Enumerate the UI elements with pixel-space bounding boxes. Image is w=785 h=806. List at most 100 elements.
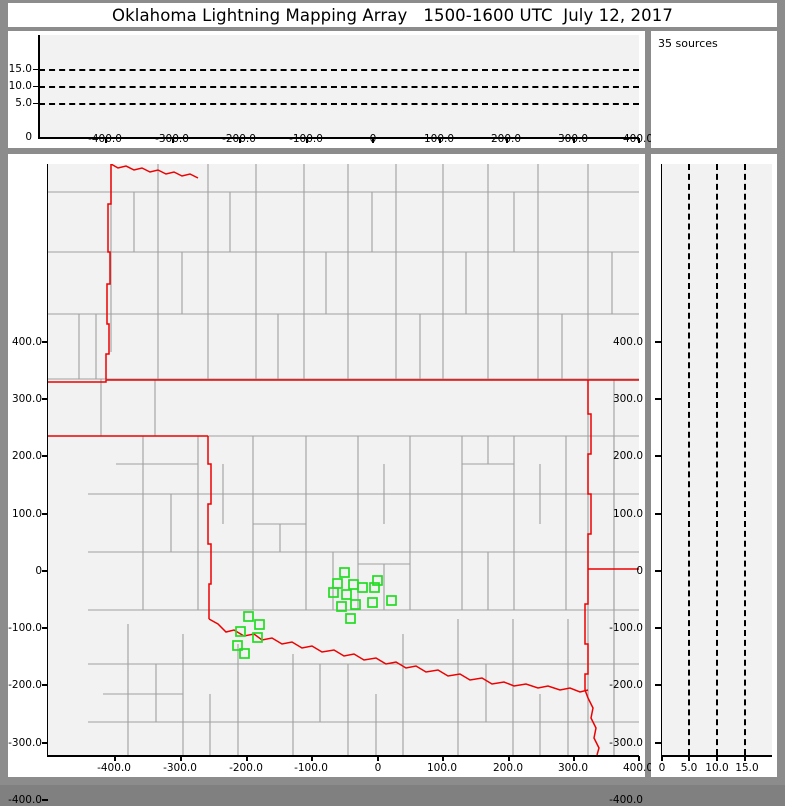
map-ytick-label--200: -200.0	[8, 679, 42, 691]
map-right-ytick-label-4: 0	[636, 565, 643, 577]
ns-xtick-5	[688, 756, 690, 761]
map-xtick-label-400: 400.0	[622, 762, 654, 774]
ns-x-axis	[661, 755, 772, 757]
xtick--200	[239, 138, 241, 143]
ytick-15	[33, 68, 39, 70]
map-ytick-200	[42, 455, 48, 457]
map-ytick-label-100: 100.0	[11, 508, 42, 520]
ytick-5	[33, 102, 39, 104]
ytick-label-0: 0	[25, 131, 32, 143]
altitude-vs-north-south-panel: 0 5.0 10.0 15.0	[651, 154, 777, 777]
xtick-label-0: 0	[369, 133, 377, 145]
source-marker	[232, 640, 243, 651]
plan-view-map-panel[interactable]: 400.0 300.0 200.0 100.0 0 -100.0 -200.0 …	[8, 154, 653, 806]
ytick-label-5: 5.0	[15, 97, 32, 109]
map-ytick-label-200: 200.0	[11, 450, 42, 462]
map-ytick-400	[42, 341, 48, 343]
source-marker	[243, 611, 254, 622]
ns-gridline-10	[716, 164, 718, 755]
map-ytick-label--400: -400.0	[8, 794, 42, 806]
map-x-axis	[47, 755, 639, 757]
map-plot-area[interactable]	[48, 164, 639, 755]
map-xtick-label--300: -300.0	[163, 762, 197, 774]
map-xtick--200	[246, 756, 248, 761]
xtick-label--400: -400.0	[88, 133, 122, 145]
map-xtick-label--200: -200.0	[229, 762, 263, 774]
altitude-vs-east-west-panel: 15.0 10.0 5.0 0	[8, 31, 645, 148]
ns-xtick-label-0: 0	[658, 762, 666, 774]
ns-xtick-15	[744, 756, 746, 761]
ytick-label-10: 10.0	[8, 80, 32, 92]
map-xtick-300	[573, 756, 575, 761]
ns-ytick--100	[655, 627, 661, 629]
source-marker	[328, 587, 339, 598]
ns-gridline-5	[688, 164, 690, 755]
ns-xtick-label-10: 10.0	[705, 762, 729, 774]
map-xtick--400	[114, 756, 116, 761]
xtick-label-300: 300.0	[557, 133, 589, 145]
map-ytick--400	[42, 799, 48, 801]
ns-xtick-label-5: 5.0	[680, 762, 698, 774]
xtick-label--100: -100.0	[289, 133, 323, 145]
xtick-label-400: 400.0	[622, 133, 654, 145]
lightning-source-markers	[232, 567, 397, 659]
ns-y-axis	[661, 164, 663, 756]
map-svg[interactable]	[48, 164, 639, 755]
ns-ytick--200	[655, 684, 661, 686]
source-marker	[341, 589, 352, 600]
map-ytick-label-300: 300.0	[11, 393, 42, 405]
ytick-label-15: 15.0	[8, 63, 32, 75]
map-xtick-label-200: 200.0	[492, 762, 524, 774]
source-marker	[350, 599, 361, 610]
sources-box: 35 sources	[651, 31, 777, 148]
map-right-ytick-label-6: -200.0	[609, 679, 643, 691]
map-right-ytick-label-0: 400.0	[612, 336, 643, 348]
source-marker	[372, 575, 383, 586]
map-xtick-100	[442, 756, 444, 761]
map-right-ytick-label-7: -300.0	[609, 737, 643, 749]
altitude-ew-x-axis	[38, 137, 639, 139]
source-marker	[369, 582, 380, 593]
map-right-ytick-label-3: 100.0	[612, 508, 643, 520]
source-marker	[386, 595, 397, 606]
xtick-label-200: 200.0	[490, 133, 522, 145]
xtick-400	[638, 138, 640, 143]
page-title: Oklahoma Lightning Mapping Array 1500-16…	[112, 5, 673, 25]
gridline-15	[39, 69, 639, 71]
map-xtick-label-100: 100.0	[426, 762, 458, 774]
source-marker	[367, 597, 378, 608]
map-xtick-label--400: -400.0	[97, 762, 131, 774]
source-marker	[332, 578, 343, 589]
map-xtick-200	[508, 756, 510, 761]
map-right-ytick-label-2: 200.0	[612, 450, 643, 462]
map-ytick-300	[42, 398, 48, 400]
map-xtick-400	[638, 756, 640, 761]
map-ytick-0	[42, 570, 48, 572]
ns-ytick--300	[655, 742, 661, 744]
gridline-5	[39, 103, 639, 105]
map-ytick--200	[42, 684, 48, 686]
map-right-ytick-label-8: -400.0	[609, 794, 643, 806]
xtick--300	[172, 138, 174, 143]
ns-ytick-200	[655, 455, 661, 457]
map-xtick--100	[311, 756, 313, 761]
source-marker	[345, 613, 356, 624]
ns-ytick-100	[655, 513, 661, 515]
map-y-axis	[47, 164, 49, 756]
map-xtick-0	[377, 756, 379, 761]
source-marker	[252, 632, 263, 643]
state-boundaries	[48, 164, 639, 755]
title-bar: Oklahoma Lightning Mapping Array 1500-16…	[8, 3, 777, 27]
ns-ytick-0	[655, 570, 661, 572]
source-marker	[235, 626, 246, 637]
map-ytick-label-0: 0	[35, 565, 42, 577]
map-ytick-100	[42, 513, 48, 515]
source-marker	[254, 619, 265, 630]
xtick-label--200: -200.0	[222, 133, 256, 145]
map-xtick-label-300: 300.0	[557, 762, 589, 774]
sources-count-label: 35 sources	[658, 37, 718, 50]
map-ytick-label--100: -100.0	[8, 622, 42, 634]
source-marker	[339, 567, 350, 578]
xtick--100	[306, 138, 308, 143]
map-xtick-label--100: -100.0	[294, 762, 328, 774]
